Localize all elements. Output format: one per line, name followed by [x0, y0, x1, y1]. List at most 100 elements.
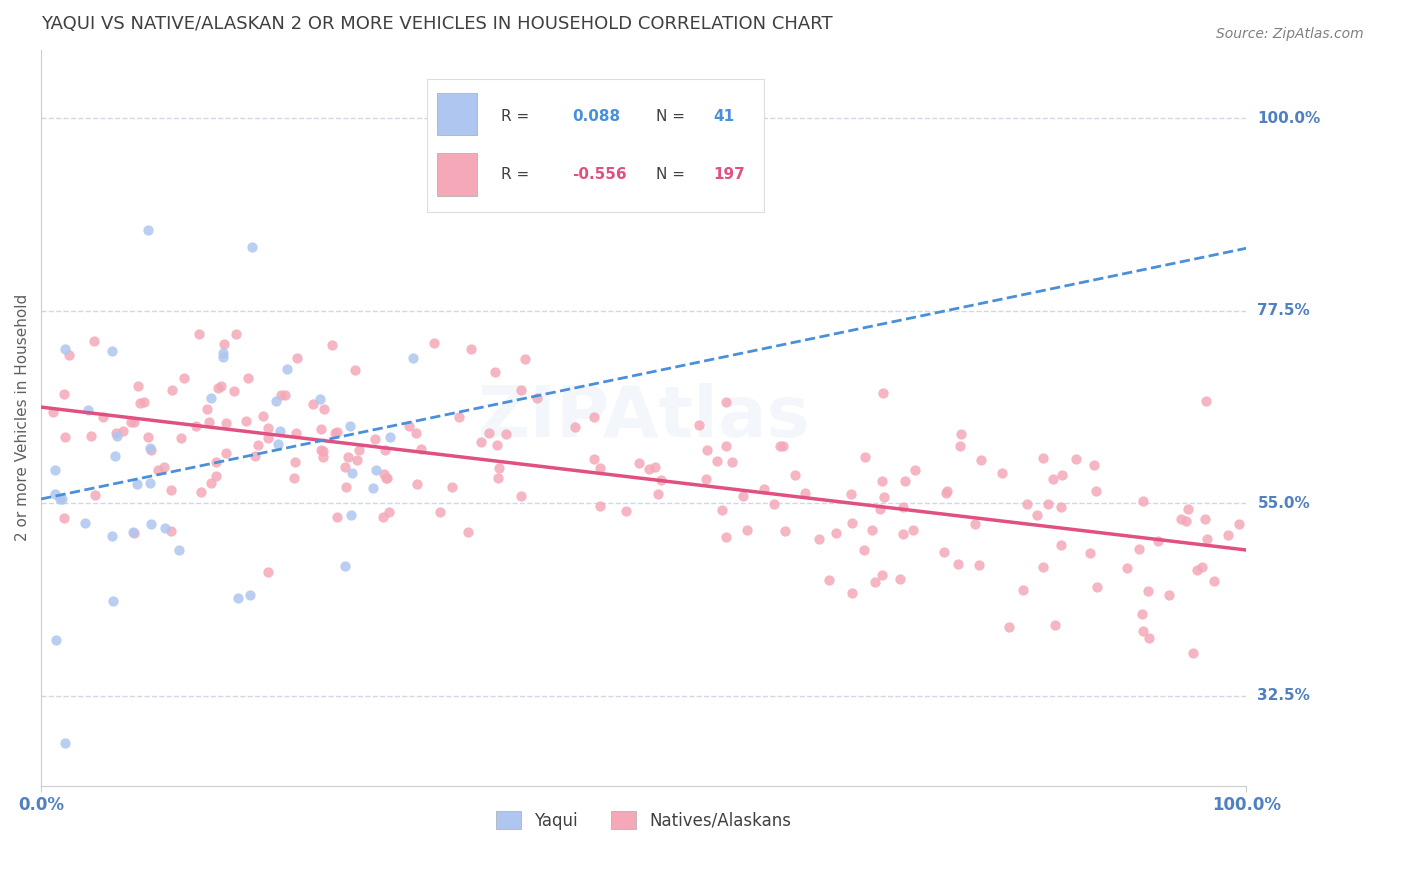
Point [752, 483, 775, 497]
Point [311, 422, 333, 436]
Point [363, 432, 385, 446]
Point [44, 463, 66, 477]
Point [1132, 624, 1154, 638]
Point [139, 517, 162, 532]
Point [378, 429, 401, 443]
Point [731, 489, 754, 503]
Point [160, 524, 183, 539]
Point [1137, 584, 1160, 599]
Point [769, 439, 792, 453]
Point [1130, 607, 1153, 622]
Point [346, 453, 368, 467]
Point [344, 363, 367, 377]
Point [274, 388, 297, 402]
Point [614, 504, 637, 518]
Point [772, 439, 794, 453]
Point [470, 434, 492, 449]
Text: Source: ZipAtlas.com: Source: ZipAtlas.com [1216, 27, 1364, 41]
Point [53, 430, 76, 444]
Text: 77.5%: 77.5% [1257, 303, 1310, 318]
Point [236, 371, 259, 385]
Point [935, 486, 957, 500]
Point [257, 421, 280, 435]
Point [283, 471, 305, 485]
Point [173, 371, 195, 385]
Point [1170, 512, 1192, 526]
Point [460, 342, 482, 356]
Point [1116, 561, 1139, 575]
Text: ZIPAtlas: ZIPAtlas [478, 384, 810, 452]
Point [302, 397, 325, 411]
Point [224, 384, 246, 398]
Point [970, 453, 993, 467]
Point [901, 523, 924, 537]
Point [1187, 562, 1209, 576]
Point [342, 467, 364, 481]
Point [853, 543, 876, 558]
Point [647, 487, 669, 501]
Legend: Yaqui, Natives/Alaskans: Yaqui, Natives/Alaskans [489, 805, 799, 837]
Point [891, 500, 914, 515]
Point [1025, 508, 1047, 523]
Point [184, 419, 207, 434]
Point [53, 736, 76, 750]
Point [276, 362, 298, 376]
Point [284, 454, 307, 468]
Point [132, 395, 155, 409]
Point [267, 437, 290, 451]
Point [793, 485, 815, 500]
Point [228, 591, 250, 605]
Point [637, 461, 659, 475]
Point [1064, 451, 1087, 466]
Point [949, 427, 972, 442]
Point [155, 521, 177, 535]
Point [339, 419, 361, 434]
Point [1043, 618, 1066, 632]
Point [347, 443, 370, 458]
Point [127, 378, 149, 392]
Point [285, 351, 308, 365]
Point [1128, 542, 1150, 557]
Point [256, 431, 278, 445]
Point [136, 430, 159, 444]
Point [333, 558, 356, 573]
Point [695, 472, 717, 486]
Point [159, 483, 181, 497]
Point [53, 511, 76, 525]
Point [323, 426, 346, 441]
Point [457, 524, 479, 539]
Point [321, 338, 343, 352]
Point [963, 517, 986, 532]
Point [1159, 588, 1181, 602]
Point [889, 572, 911, 586]
Point [309, 392, 332, 407]
Point [122, 525, 145, 540]
Point [932, 545, 955, 559]
Point [204, 455, 226, 469]
Point [200, 476, 222, 491]
Point [169, 543, 191, 558]
Point [839, 487, 862, 501]
Point [860, 523, 883, 537]
Point [84, 488, 107, 502]
Point [312, 402, 335, 417]
Point [139, 443, 162, 458]
Point [1132, 494, 1154, 508]
Point [1174, 514, 1197, 528]
Point [375, 470, 398, 484]
Point [402, 351, 425, 366]
Point [870, 567, 893, 582]
Point [49, 491, 72, 506]
Point [1085, 581, 1108, 595]
Point [111, 424, 134, 438]
Point [225, 327, 247, 342]
Point [589, 500, 612, 514]
Point [153, 460, 176, 475]
Point [139, 441, 162, 455]
Point [841, 516, 863, 531]
Point [1197, 532, 1219, 546]
Point [77, 403, 100, 417]
Point [200, 391, 222, 405]
Point [488, 460, 510, 475]
Point [716, 439, 738, 453]
